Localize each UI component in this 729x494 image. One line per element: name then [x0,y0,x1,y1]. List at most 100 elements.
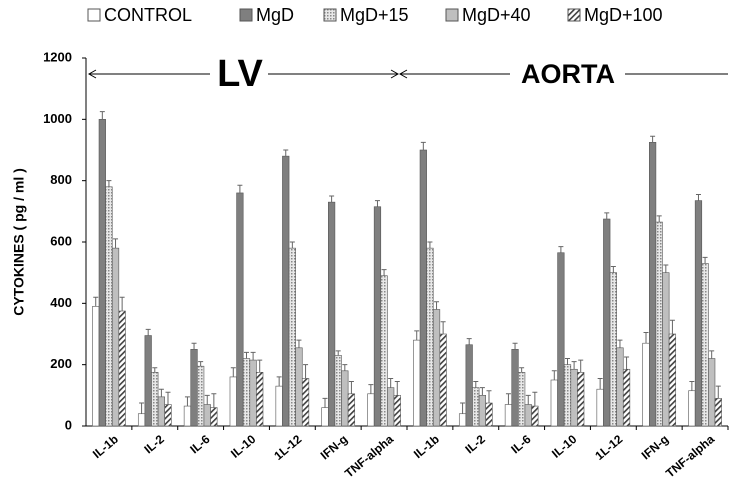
error-bar [211,393,217,408]
error-bar [250,351,256,361]
bar [380,275,388,427]
y-tick-label: 400 [50,295,72,310]
bar [137,413,146,427]
error-bar [106,180,112,187]
x-tick-label: IFN-g [318,432,350,462]
error-bar [624,356,630,370]
x-tick-label: IL-2 [141,432,167,457]
bar [367,393,375,427]
bar [387,387,395,427]
bar [524,404,532,427]
error-bar [244,351,249,359]
error-bar [532,391,538,407]
bar [295,347,303,427]
error-bar [145,328,151,336]
bar [282,155,290,427]
error-bar [388,377,394,388]
bar [256,372,264,427]
error-bar [695,193,701,201]
error-bar [440,321,446,334]
bar [203,404,211,427]
bar [649,142,657,427]
bar [688,390,696,427]
bar [393,395,401,427]
error-bar [113,238,119,249]
error-bar [342,364,348,371]
bar [596,388,604,427]
x-tick-label: IL-10 [549,432,580,461]
bar [111,247,120,427]
bar [577,372,585,427]
error-bar [702,256,708,264]
bar [321,407,329,427]
y-axis-label: CYTOKINES ( pg / ml ) [11,168,27,316]
bar [229,376,237,427]
error-bar [525,394,531,405]
error-bar [257,359,263,373]
bar [197,365,205,427]
error-bar [119,296,125,311]
error-bar [394,381,400,396]
error-bar [414,330,420,341]
error-bar [204,394,210,405]
error-bar [715,385,721,399]
bar [518,372,526,427]
legend-label: MgD+15 [340,5,409,25]
y-tick-label: 800 [50,172,72,187]
error-bar [473,381,479,388]
y-tick-label: 1200 [43,49,72,64]
error-bar [139,402,145,414]
error-bar [335,350,341,356]
bar [236,192,244,427]
error-bar [368,384,374,394]
x-tick-label: TNF-alpha [342,432,396,481]
error-bar [610,266,616,273]
bar [655,221,663,427]
x-tick-label: IL-10 [228,432,259,461]
x-tick-label: IL-6 [508,432,534,457]
x-tick-label: IFN-g [639,432,671,462]
error-bar [99,111,105,120]
error-bar [505,393,511,405]
bar [694,200,703,427]
bar [485,402,493,427]
error-bar [152,367,158,373]
legend-label: MgD [256,5,294,25]
bar [118,310,126,427]
error-bar [191,342,197,350]
legend-swatch [445,8,459,22]
x-tick-label: TNF-alpha [663,432,717,481]
error-bar [303,364,309,379]
y-tick-label: 600 [50,233,72,248]
x-tick-label: IL-2 [462,432,488,457]
legend-swatch [87,8,101,22]
legend-label: MgD+40 [462,5,531,25]
bar [478,395,486,427]
error-bar [604,212,610,219]
bar [301,378,310,427]
error-bar [486,390,492,403]
error-bar [597,377,603,390]
error-bar [230,367,236,377]
error-bar [93,296,99,307]
bar [210,407,218,427]
bar [504,404,513,427]
error-bar [643,331,649,344]
error-bar [669,319,675,334]
bar [98,119,106,427]
bar [458,413,467,427]
error-bar [184,396,190,407]
bar [616,347,624,427]
bar [341,370,349,427]
error-bar [427,241,433,249]
error-bar [578,359,584,373]
bar [550,379,558,427]
error-bar [565,358,570,365]
bar [465,344,473,427]
error-bar [689,381,695,391]
error-bar [663,264,669,273]
error-bar [551,370,557,380]
x-tick-label: IL-6 [187,432,213,457]
bar [242,358,251,427]
